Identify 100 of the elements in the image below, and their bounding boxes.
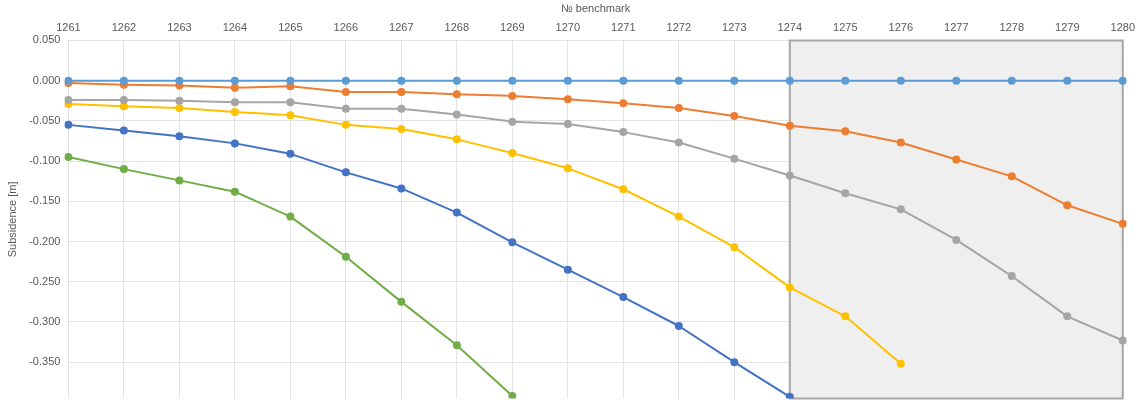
- point: [508, 149, 517, 158]
- point: [619, 76, 628, 85]
- point: [841, 127, 850, 136]
- x-tick-label: 1263: [167, 20, 192, 33]
- point: [563, 76, 572, 85]
- point: [563, 265, 572, 274]
- point: [674, 212, 683, 221]
- point: [563, 95, 572, 104]
- point: [896, 359, 905, 368]
- point: [730, 358, 739, 367]
- x-tick-label: 1276: [888, 20, 914, 33]
- point: [286, 111, 295, 120]
- point: [619, 128, 628, 137]
- point: [452, 90, 461, 99]
- point: [674, 138, 683, 147]
- point: [230, 187, 239, 196]
- point: [341, 120, 350, 129]
- y-tick-label: -0.300: [29, 315, 61, 327]
- point: [286, 98, 295, 107]
- x-tick-label: 1279: [1055, 20, 1080, 33]
- x-tick-label: 1272: [666, 20, 692, 33]
- x-tick-label: 1270: [555, 20, 581, 33]
- x-tick-label: 1267: [389, 20, 414, 33]
- point: [619, 293, 628, 302]
- y-tick-label: -0.200: [29, 234, 61, 247]
- point: [341, 87, 350, 96]
- point: [508, 391, 517, 399]
- point: [175, 96, 184, 105]
- y-tick-label: -0.100: [29, 154, 61, 167]
- point: [452, 341, 461, 350]
- point: [452, 135, 461, 144]
- point: [175, 76, 184, 85]
- point: [952, 76, 961, 85]
- point: [1007, 272, 1016, 281]
- point: [175, 103, 184, 112]
- x-tick-label: 1261: [56, 20, 81, 33]
- point: [341, 104, 350, 113]
- x-tick-label: 1277: [944, 20, 969, 33]
- x-tick-label: 1266: [333, 20, 359, 33]
- point: [1063, 201, 1072, 210]
- point: [341, 252, 350, 261]
- point: [841, 76, 850, 85]
- point: [1118, 219, 1127, 228]
- point: [64, 153, 73, 162]
- point: [730, 76, 739, 85]
- point: [508, 117, 517, 126]
- point: [230, 76, 239, 85]
- point: [341, 76, 350, 85]
- point: [674, 103, 683, 112]
- point: [730, 154, 739, 163]
- point: [119, 126, 128, 135]
- point: [286, 212, 295, 221]
- y-tick-label: -0.150: [29, 194, 61, 207]
- point: [397, 124, 406, 133]
- point: [785, 121, 794, 130]
- point: [397, 184, 406, 193]
- point: [785, 76, 794, 85]
- point: [230, 139, 239, 148]
- x-tick-label: 1262: [111, 20, 137, 33]
- x-tick-label: 1280: [1110, 20, 1136, 33]
- y-axis-title: Subsidence [m]: [5, 181, 18, 258]
- point: [119, 95, 128, 104]
- point: [730, 243, 739, 252]
- point: [397, 297, 406, 306]
- point: [508, 76, 517, 85]
- point: [1118, 76, 1127, 85]
- point: [841, 189, 850, 198]
- point: [1118, 336, 1127, 345]
- point: [952, 155, 961, 164]
- x-tick-label: 1269: [500, 20, 525, 33]
- x-tick-label: 1268: [444, 20, 470, 33]
- y-tick-label: -0.250: [29, 274, 61, 287]
- point: [563, 164, 572, 173]
- x-tick-label: 1265: [278, 20, 303, 33]
- point: [785, 392, 794, 399]
- x-tick-label: 1273: [722, 20, 747, 33]
- point: [397, 87, 406, 96]
- point: [397, 104, 406, 113]
- point: [952, 235, 961, 244]
- point: [452, 76, 461, 85]
- point: [175, 132, 184, 141]
- point: [674, 322, 683, 330]
- point: [64, 95, 73, 104]
- point: [730, 112, 739, 121]
- point: [341, 168, 350, 177]
- point: [508, 238, 517, 247]
- y-tick-label: 0.000: [32, 73, 61, 86]
- x-tick-label: 1278: [999, 20, 1025, 33]
- point: [896, 76, 905, 85]
- x-axis-title: № benchmark: [560, 1, 631, 14]
- point: [64, 120, 73, 129]
- point: [397, 76, 406, 85]
- point: [119, 76, 128, 85]
- x-tick-label: 1271: [611, 20, 636, 33]
- point: [230, 108, 239, 116]
- y-tick-label: -0.050: [29, 113, 61, 126]
- point: [896, 138, 905, 147]
- point: [785, 171, 794, 180]
- point: [563, 120, 572, 129]
- point: [175, 176, 184, 185]
